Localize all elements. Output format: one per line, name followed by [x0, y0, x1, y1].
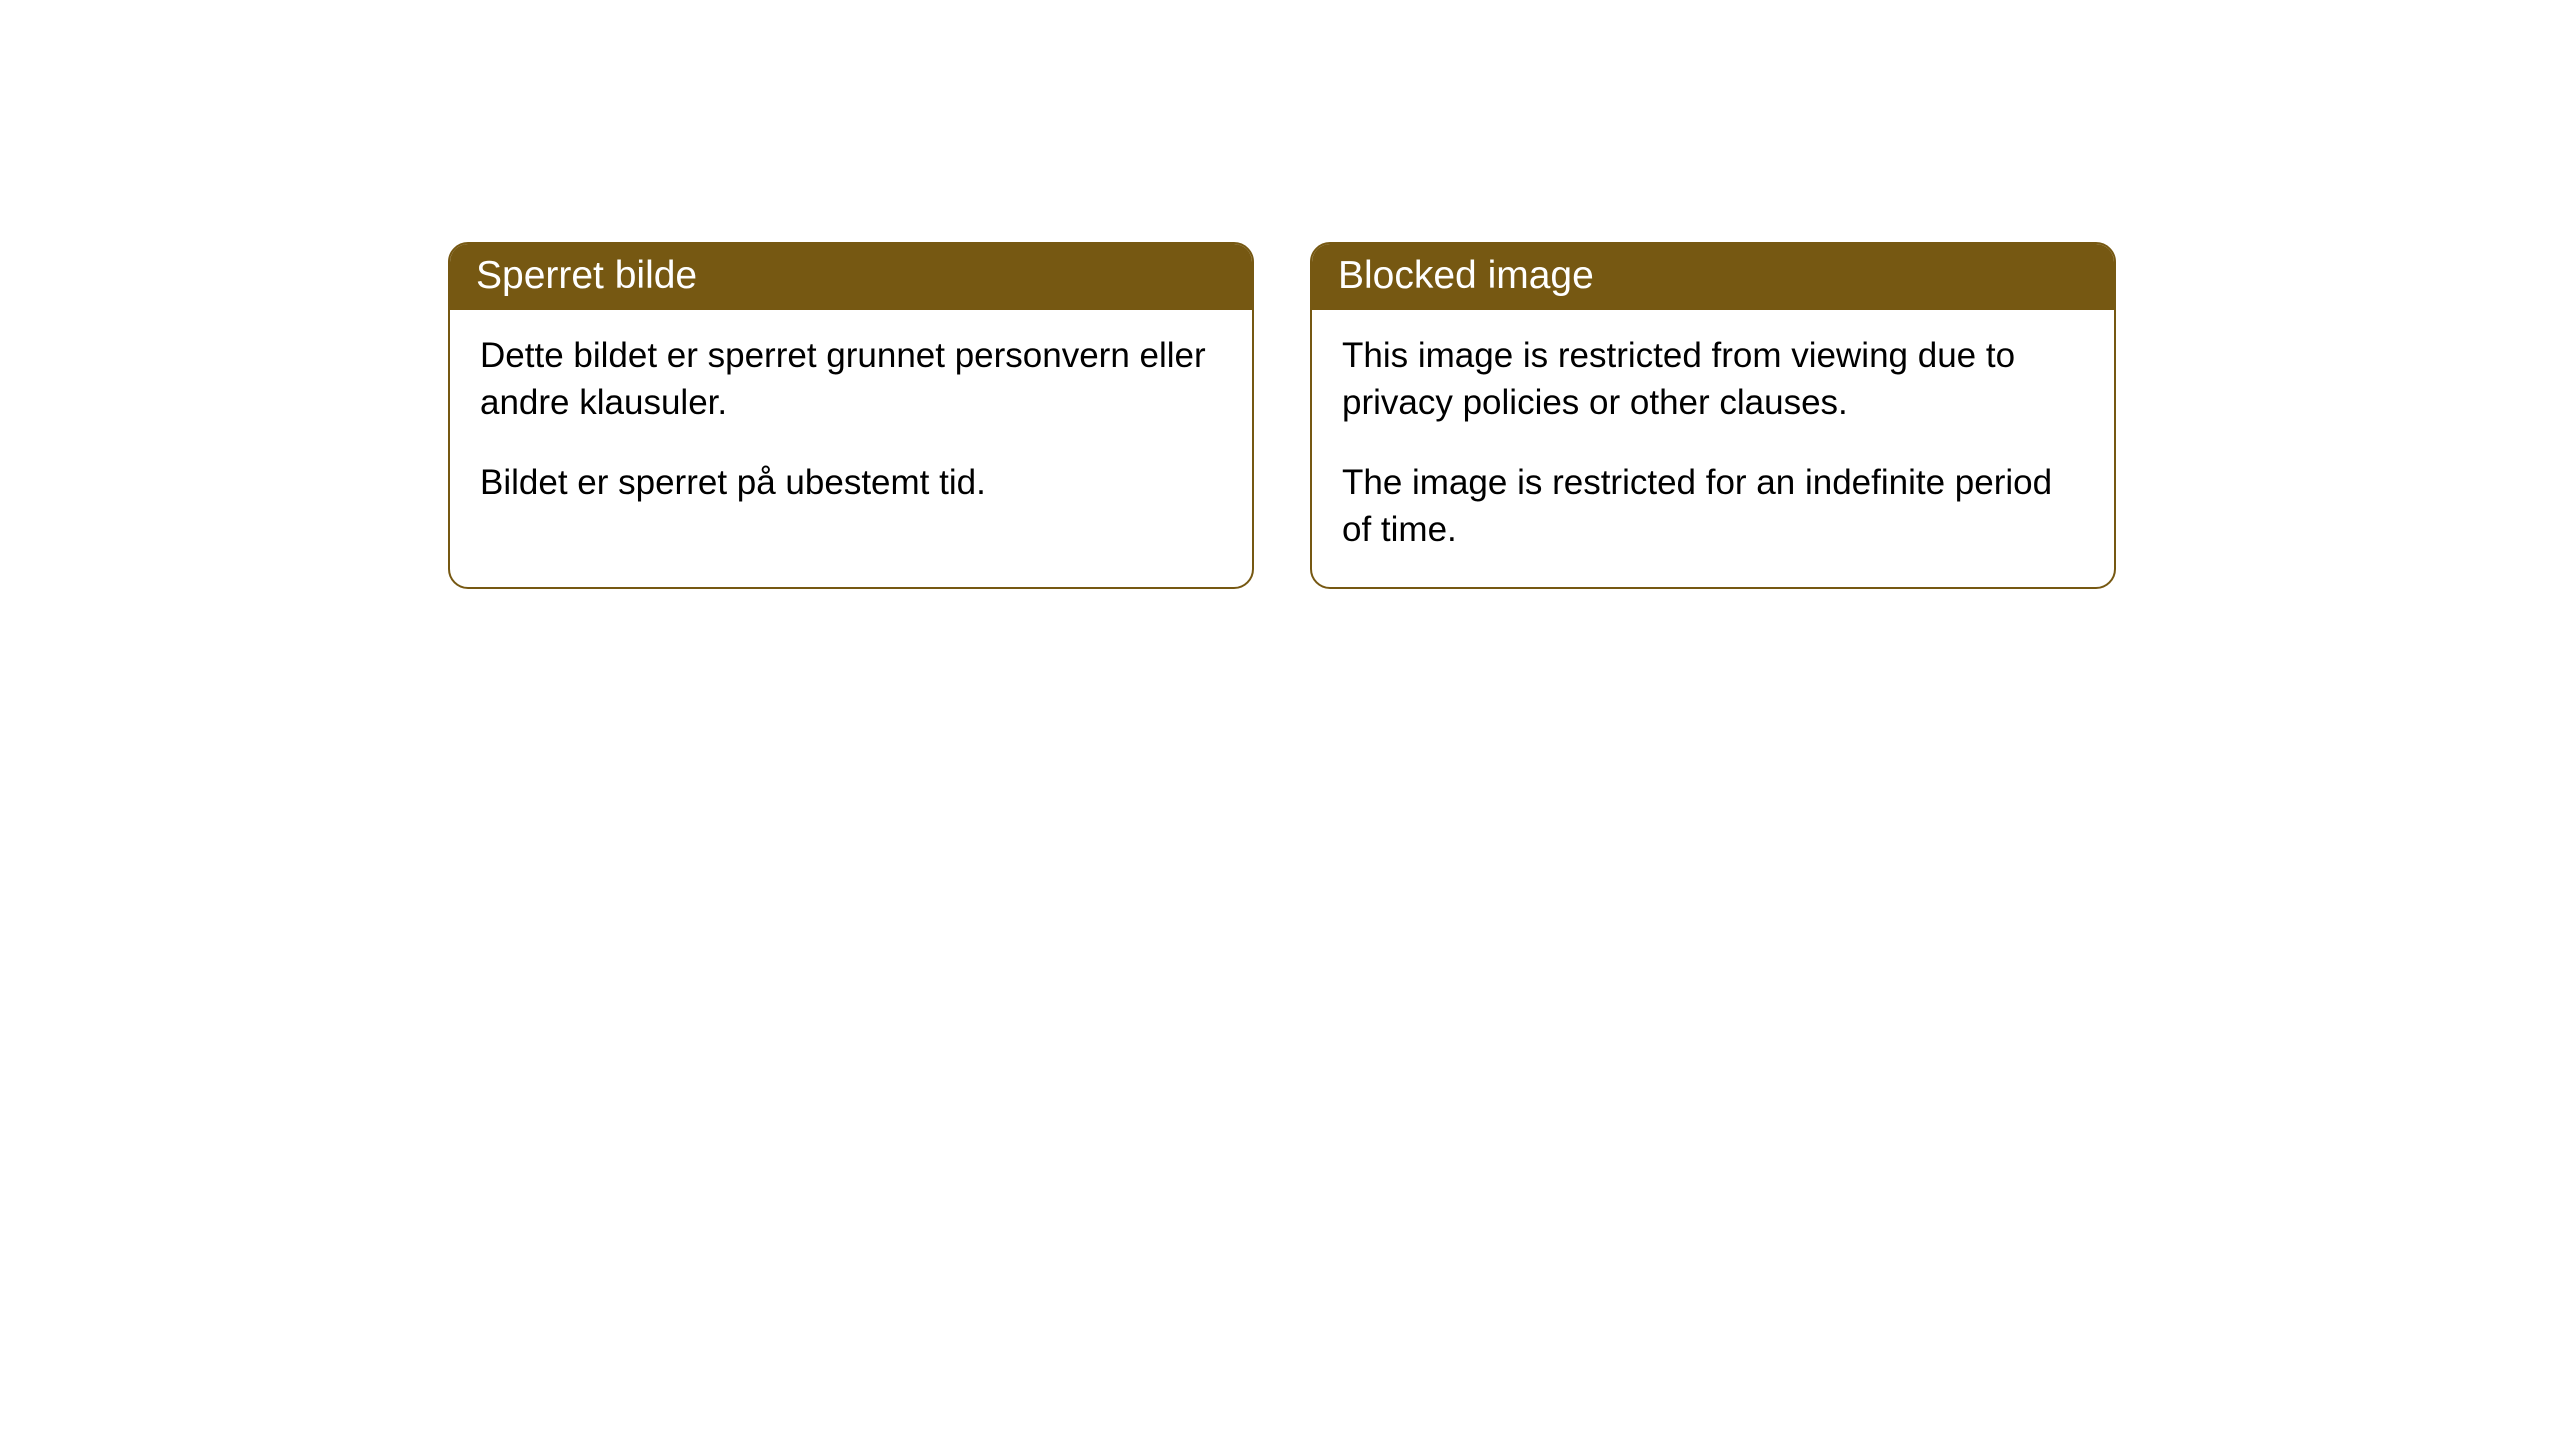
card-paragraph: The image is restricted for an indefinit… — [1342, 459, 2084, 554]
card-header: Blocked image — [1312, 244, 2114, 310]
card-paragraph: This image is restricted from viewing du… — [1342, 332, 2084, 427]
card-header: Sperret bilde — [450, 244, 1252, 310]
card-paragraph: Bildet er sperret på ubestemt tid. — [480, 459, 1222, 506]
notice-card-norwegian: Sperret bilde Dette bildet er sperret gr… — [448, 242, 1254, 589]
card-paragraph: Dette bildet er sperret grunnet personve… — [480, 332, 1222, 427]
notice-cards-container: Sperret bilde Dette bildet er sperret gr… — [0, 0, 2560, 589]
card-body: Dette bildet er sperret grunnet personve… — [450, 310, 1252, 540]
notice-card-english: Blocked image This image is restricted f… — [1310, 242, 2116, 589]
card-body: This image is restricted from viewing du… — [1312, 310, 2114, 587]
card-title: Sperret bilde — [476, 254, 697, 297]
card-title: Blocked image — [1338, 254, 1594, 297]
